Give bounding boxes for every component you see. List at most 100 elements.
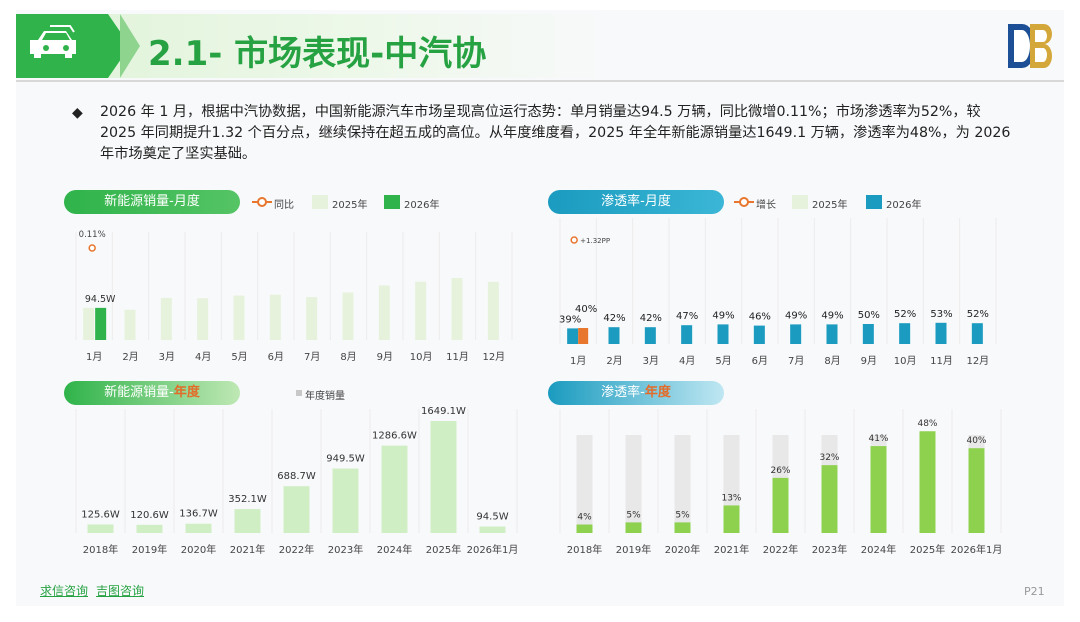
bar-annual-2021年: [234, 509, 261, 533]
slide-background: [16, 10, 1064, 606]
x-tick-7月: 7月: [304, 351, 320, 363]
annual-pen-label-2026年1月: 40%: [966, 436, 986, 446]
pen-label-2025-5月: 49%: [712, 310, 734, 321]
annual-pen-label-2025年: 48%: [917, 419, 937, 429]
bar-pen-2025-11月: [935, 322, 947, 344]
legend-2026-label: 2026年: [404, 200, 440, 211]
x-tick-12月: 12月: [966, 355, 989, 367]
annual-pen-label-2019年: 5%: [626, 510, 641, 520]
pen-label-2025-10月: 52%: [894, 309, 916, 320]
panel-title-annual-sales-text: 新能源销量-: [104, 385, 174, 400]
x-tick-4月: 4月: [679, 355, 695, 367]
bar-annual-pen-2026年1月: [968, 448, 985, 533]
brand-logo: [1008, 24, 1052, 68]
x-tick-2021年: 2021年: [714, 543, 749, 556]
x-tick-2024年: 2024年: [377, 543, 412, 556]
bar-pen-bg-2020年: [674, 435, 691, 533]
x-tick-2022年: 2022年: [279, 543, 314, 556]
bar-pen-2025-9月: [862, 324, 874, 344]
legend-yoy-marker: [252, 197, 272, 207]
bar-2025-7月: [306, 297, 318, 340]
x-tick-2026年1月: 2026年1月: [951, 543, 1003, 556]
bar-annual-2019年: [136, 524, 163, 533]
annual-label-2024年: 1286.6W: [372, 431, 417, 442]
bar-pen-bg-2018年: [576, 435, 593, 533]
x-tick-2018年: 2018年: [567, 543, 602, 556]
bar-annual-pen-2022年: [772, 477, 789, 533]
bar-pen-2025-7月: [790, 324, 802, 344]
annual-label-2018年: 125.6W: [81, 509, 120, 520]
x-tick-2023年: 2023年: [812, 543, 847, 556]
bar-annual-2024年: [381, 445, 408, 533]
x-tick-10月: 10月: [894, 355, 917, 367]
footer-link-1[interactable]: 求信咨询: [40, 584, 89, 598]
legend-growth-label: 增长: [756, 200, 776, 211]
title-chevron-2: [120, 14, 140, 78]
x-tick-2018年: 2018年: [83, 543, 118, 556]
bar-annual-pen-2018年: [576, 524, 593, 533]
x-tick-10月: 10月: [410, 351, 433, 363]
yoy-label-1月: 0.11%: [79, 230, 106, 240]
x-tick-9月: 9月: [861, 355, 877, 367]
bar-pen-2026-1月: [578, 328, 589, 344]
annual-pen-label-2022年: 26%: [770, 466, 790, 476]
panel-title-annual-pen-highlight: 年度: [644, 385, 671, 400]
panel-title-annual-pen: 渗透率-年度: [548, 381, 724, 405]
pen-label-2026-1月: 40%: [575, 304, 597, 315]
monthly-sales-chart: 94.5W 0.11% 1月 2月 3月 4月 5月 6月 7月 8月 9月 10月 11月 12月: [75, 230, 513, 363]
bar-pen-2025-6月: [753, 325, 765, 344]
bar-annual-pen-2019年: [625, 522, 642, 533]
x-tick-5月: 5月: [231, 351, 247, 363]
bar-annual-2023年: [332, 468, 359, 533]
bar-annual-pen-2021年: [723, 505, 740, 533]
annual-pen-label-2023年: 32%: [819, 453, 839, 463]
page-number: P21: [1024, 585, 1045, 598]
x-tick-7月: 7月: [788, 355, 804, 367]
bar-2025-12月: [487, 281, 499, 340]
yoy-point-1月: [88, 244, 96, 252]
legend-pen-2025-swatch: [792, 195, 808, 209]
bar-2025-8月: [342, 292, 354, 340]
footer-link-2[interactable]: 吉图咨询: [96, 584, 145, 598]
legend-pen-2026-swatch: [866, 195, 882, 209]
legend-pen-2025-label: 2025年: [812, 200, 848, 211]
bullet-icon: ◆: [72, 105, 83, 121]
x-tick-12月: 12月: [482, 351, 505, 363]
annual-label-2023年: 949.5W: [326, 454, 365, 465]
x-tick-8月: 8月: [340, 351, 356, 363]
x-tick-3月: 3月: [643, 355, 659, 367]
bar-pen-2025-2月: [608, 327, 620, 344]
growth-point-1月: [570, 236, 578, 244]
legend-2025-swatch: [312, 195, 328, 209]
monthly-penetration-chart: 39%40% +1.32PP 1月 42% 2月 42% 3月 47% 4月 49% 5月 46% 6月…: [559, 218, 997, 367]
panel-title-annual-pen-text: 渗透率-: [601, 385, 645, 400]
bar-2025-11月: [451, 278, 463, 340]
pen-label-2025-2月: 42%: [603, 313, 625, 324]
bar-pen-2025-12月: [971, 323, 983, 344]
legend-growth-marker: [734, 197, 754, 207]
x-tick-6月: 6月: [752, 355, 768, 367]
x-tick-6月: 6月: [268, 351, 284, 363]
pen-label-2025-4月: 47%: [676, 311, 698, 322]
x-tick-11月: 11月: [446, 351, 469, 363]
x-tick-2026年1月: 2026年1月: [467, 543, 519, 556]
title-icon-box: [16, 14, 108, 78]
x-tick-8月: 8月: [824, 355, 840, 367]
bar-2025-2月: [124, 309, 136, 340]
growth-label-1月: +1.32PP: [580, 237, 610, 245]
x-tick-9月: 9月: [377, 351, 393, 363]
panel-title-monthly-pen-text: 渗透率-月度: [601, 194, 671, 209]
annual-label-2020年: 136.7W: [179, 509, 218, 520]
bar-annual-pen-2025年: [919, 431, 936, 533]
bar-annual-pen-2023年: [821, 465, 838, 533]
x-tick-2020年: 2020年: [665, 543, 700, 556]
bar-2025-4月: [197, 298, 209, 340]
bar-2025-9月: [378, 285, 390, 340]
bar-pen-2025-5月: [717, 324, 729, 344]
x-tick-11月: 11月: [930, 355, 953, 367]
pen-label-2025-11月: 53%: [930, 309, 952, 320]
bar-pen-2025-1月: [567, 328, 579, 344]
annual-label-2022年: 688.7W: [277, 471, 316, 482]
summary-paragraph: 2026 年 1 月，根据中汽协数据，中国新能源汽车市场呈现高位运行态势：单月销…: [100, 104, 1011, 162]
bar-2026-1月: [95, 307, 107, 340]
